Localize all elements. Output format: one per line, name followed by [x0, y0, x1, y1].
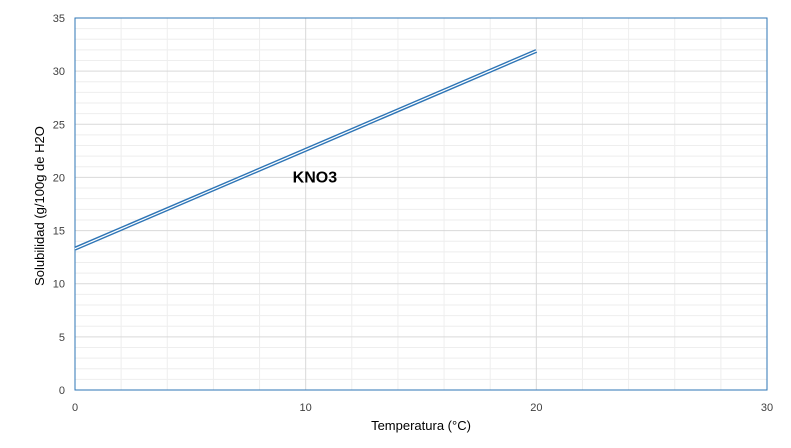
y-axis-title: Solubilidad (g/100g de H2O [32, 126, 47, 286]
x-tick-label: 10 [300, 402, 312, 414]
y-tick-label: 10 [53, 279, 65, 291]
minor-gridlines [75, 18, 767, 390]
y-tick-label: 35 [53, 13, 65, 25]
y-tick-label: 15 [53, 226, 65, 238]
x-axis-title: Temperatura (°C) [371, 418, 471, 433]
y-tick-label: 5 [59, 332, 65, 344]
x-tick-label: 0 [72, 402, 78, 414]
plot-frame [74, 17, 768, 391]
y-tick-label: 25 [53, 119, 65, 131]
x-tick-label: 20 [530, 402, 542, 414]
y-tick-label: 30 [53, 66, 65, 78]
series-line-highlight [74, 50, 537, 250]
annotations: KNO3 [293, 170, 338, 187]
x-tick-labels: 0 10 20 30 [72, 402, 773, 414]
y-tick-label: 0 [59, 385, 65, 397]
y-tick-label: 20 [53, 172, 65, 184]
x-tick-label: 30 [761, 402, 773, 414]
y-tick-labels: 0 5 10 15 20 25 30 35 [53, 13, 65, 397]
annotation-label: KNO3 [293, 170, 338, 187]
series-layer [74, 49, 538, 251]
